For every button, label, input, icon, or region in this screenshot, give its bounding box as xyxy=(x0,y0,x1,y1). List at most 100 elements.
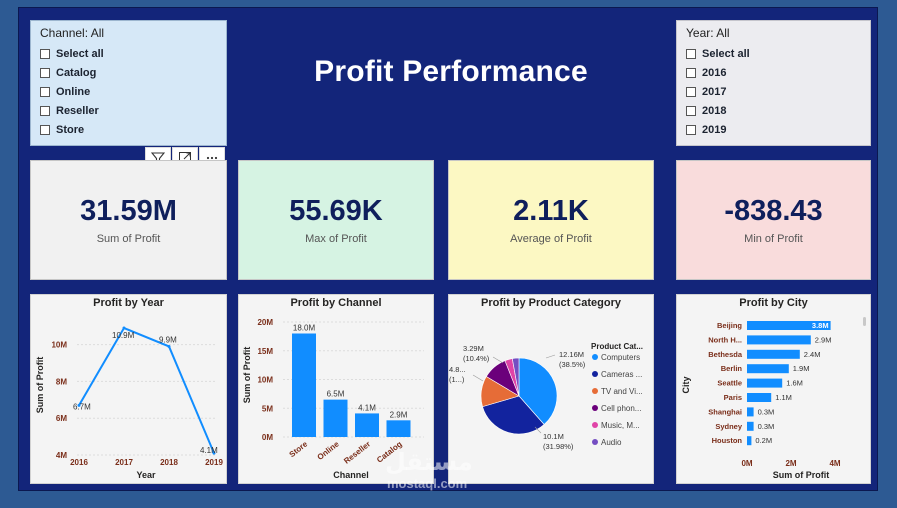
data-label-pct: (10.4%) xyxy=(463,354,490,363)
kpi-value: 31.59M xyxy=(80,195,177,227)
data-label: 2.4M xyxy=(804,350,821,359)
year-option-2018[interactable]: 2018 xyxy=(686,102,861,121)
y-tick-label: Bethesda xyxy=(708,350,743,359)
data-label: 1.9M xyxy=(793,364,810,373)
year-option-2019[interactable]: 2019 xyxy=(686,121,861,140)
data-label: 0.3M xyxy=(758,407,775,416)
kpi-label: Average of Profit xyxy=(510,233,592,245)
x-tick-label: 2017 xyxy=(115,458,133,467)
channel-slicer[interactable]: Channel: All Select all Catalog Online R… xyxy=(30,20,227,146)
data-label: 6.5M xyxy=(327,390,345,399)
channel-option-catalog[interactable]: Catalog xyxy=(40,63,217,82)
x-tick-label: 2018 xyxy=(160,458,178,467)
checkbox[interactable] xyxy=(40,106,50,117)
checkbox[interactable] xyxy=(686,48,696,59)
year-option-2016[interactable]: 2016 xyxy=(686,63,861,82)
data-label: 12.16M xyxy=(559,350,584,359)
y-axis-title: City xyxy=(681,376,691,393)
checkbox[interactable] xyxy=(686,67,696,78)
x-tick-label: 2M xyxy=(785,459,796,468)
chart-profit-by-year[interactable]: Profit by Year 4M 6M 8M 10M 6.7M 2016 10.9M 201… xyxy=(30,294,227,484)
data-point xyxy=(212,451,216,455)
kpi-card-max-profit[interactable]: 55.69K Max of Profit xyxy=(238,160,434,280)
bar xyxy=(355,413,379,437)
year-option-select-all[interactable]: Select all xyxy=(686,44,861,63)
legend-title: Product Cat... xyxy=(591,342,643,351)
chart-profit-by-product-category[interactable]: Profit by Product Category 12.16M (38.5%)… xyxy=(448,294,654,484)
data-label: 1.1M xyxy=(775,393,792,402)
channel-option-store[interactable]: Store xyxy=(40,121,217,140)
bar xyxy=(747,393,772,402)
legend-marker xyxy=(592,405,598,411)
data-label: 2.9M xyxy=(390,410,408,419)
legend-item: Computers xyxy=(601,353,640,362)
checkbox[interactable] xyxy=(686,86,696,97)
bar xyxy=(747,421,754,431)
legend-item: Cell phon... xyxy=(601,404,641,413)
bar xyxy=(747,364,789,374)
more-options-icon xyxy=(206,156,218,160)
callout-line xyxy=(472,374,484,382)
series-line xyxy=(78,326,215,454)
x-tick-label: 2019 xyxy=(205,458,223,467)
x-axis-title: Channel xyxy=(333,470,369,480)
data-label: 18.0M xyxy=(293,324,316,333)
chart-profit-by-channel[interactable]: Profit by Channel 0M 5M 10M 15M 20M 18.0M Stor… xyxy=(238,294,434,484)
bar xyxy=(747,321,831,330)
legend-marker xyxy=(592,422,598,428)
x-tick-label: 4M xyxy=(829,459,840,468)
y-tick-label: Houston xyxy=(712,436,743,445)
legend-item: Cameras ... xyxy=(601,370,642,379)
kpi-label: Sum of Profit xyxy=(96,233,161,245)
y-tick-label: 15M xyxy=(257,347,273,356)
x-tick-label: Reseller xyxy=(342,439,372,465)
data-label-pct: (1...) xyxy=(449,375,465,384)
kpi-label: Min of Profit xyxy=(744,233,803,245)
checkbox[interactable] xyxy=(40,125,50,136)
callout-line xyxy=(492,356,504,364)
page-title: Profit Performance xyxy=(314,55,588,88)
data-label: 10.9M xyxy=(112,331,135,340)
data-label: 3.29M xyxy=(463,344,484,353)
channel-option-select-all[interactable]: Select all xyxy=(40,44,217,63)
bar xyxy=(747,349,800,359)
y-tick-label: Berlin xyxy=(721,364,743,373)
kpi-card-average-profit[interactable]: 2.11K Average of Profit xyxy=(448,160,654,280)
y-tick-label: 0M xyxy=(262,433,273,442)
checkbox[interactable] xyxy=(686,106,696,117)
checkbox[interactable] xyxy=(686,125,696,136)
y-tick-label: Paris xyxy=(724,393,742,402)
legend-marker xyxy=(592,388,598,394)
callout-line xyxy=(534,426,542,434)
y-tick-label: Shanghai xyxy=(708,407,742,416)
data-label: 0.3M xyxy=(758,422,775,431)
kpi-card-sum-profit[interactable]: 31.59M Sum of Profit xyxy=(30,160,227,280)
year-option-2017[interactable]: 2017 xyxy=(686,82,861,101)
y-tick-label: 5M xyxy=(262,404,273,413)
x-axis-title: Year xyxy=(136,470,156,480)
x-axis-title: Sum of Profit xyxy=(773,470,830,480)
kpi-card-min-profit[interactable]: -838.43 Min of Profit xyxy=(676,160,871,280)
channel-option-online[interactable]: Online xyxy=(40,82,217,101)
legend-marker xyxy=(592,371,598,377)
year-slicer[interactable]: Year: All Select all 2016 2017 2018 2019 xyxy=(676,20,871,146)
kpi-value: -838.43 xyxy=(724,195,823,227)
y-tick-label: North H... xyxy=(708,335,742,344)
chart-title: Profit by Channel xyxy=(290,297,382,309)
bar xyxy=(292,333,316,437)
checkbox[interactable] xyxy=(40,67,50,78)
data-label: 6.7M xyxy=(73,402,91,411)
checkbox[interactable] xyxy=(40,48,50,59)
data-label: 4.1M xyxy=(200,446,218,455)
y-tick-label: 6M xyxy=(56,414,67,423)
kpi-value: 55.69K xyxy=(289,195,383,227)
checkbox[interactable] xyxy=(40,86,50,97)
callout-line xyxy=(545,354,556,359)
data-label: 0.2M xyxy=(755,436,772,445)
x-tick-label: 2016 xyxy=(70,458,88,467)
legend-item: TV and Vi... xyxy=(601,387,643,396)
data-label: 1.6M xyxy=(786,379,803,388)
data-point xyxy=(77,403,81,407)
chart-profit-by-city[interactable]: Profit by City Beijing 3.8M North H... 2.9M… xyxy=(676,294,871,484)
channel-option-reseller[interactable]: Reseller xyxy=(40,102,217,121)
